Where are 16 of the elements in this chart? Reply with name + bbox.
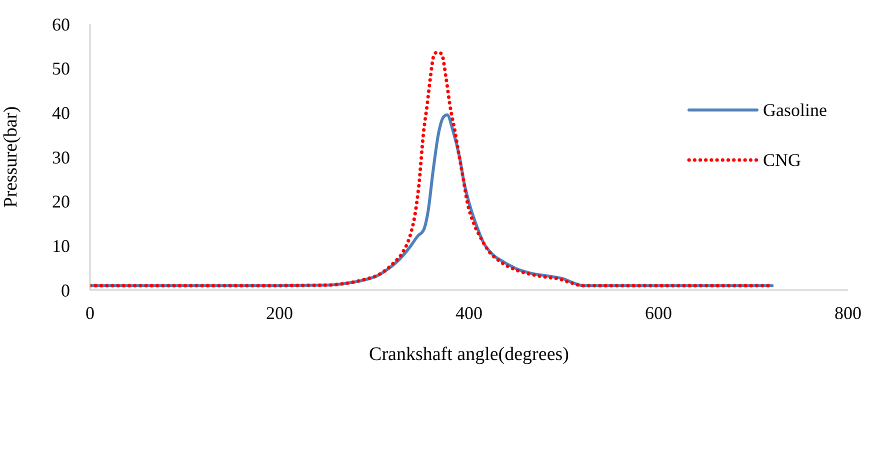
- x-tick-label: 600: [645, 302, 672, 323]
- y-tick-label: 50: [52, 58, 70, 79]
- y-tick-label: 60: [52, 14, 70, 34]
- x-tick-label: 800: [834, 302, 862, 323]
- y-tick-label: 20: [52, 192, 70, 212]
- y-tick-label: 0: [61, 280, 70, 300]
- legend-label: Gasoline: [763, 100, 827, 120]
- x-tick-label: 0: [86, 302, 94, 323]
- legend-label: CNG: [763, 150, 802, 170]
- x-axis-title: Crankshaft angle(degrees): [369, 344, 569, 365]
- y-tick-label: 40: [52, 103, 70, 124]
- y-tick-label: 10: [52, 236, 70, 256]
- y-axis-title: Pressure(bar): [0, 106, 22, 208]
- y-tick-label: 30: [52, 147, 70, 168]
- x-tick-label: 200: [266, 302, 293, 323]
- x-tick-label: 400: [456, 302, 482, 323]
